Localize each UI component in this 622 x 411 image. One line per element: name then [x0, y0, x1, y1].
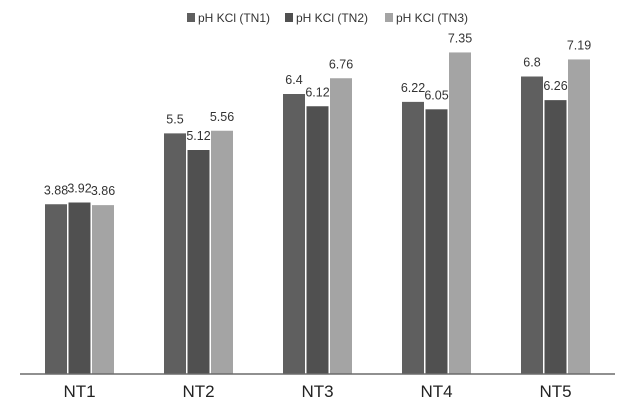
- bar-nt2-series-3: [211, 130, 233, 374]
- data-label-group: 3.88 3.92 3.865.55.125.566.46.126.766.226.…: [44, 31, 591, 198]
- data-label-nt2-series-1: 5.5: [166, 112, 183, 126]
- legend-swatch-series-2: [285, 13, 293, 22]
- bar-series-group: [45, 52, 590, 374]
- data-label-nt5-series-3: 7.19: [567, 38, 591, 52]
- data-label-nt1-series-1: 3.88: [44, 183, 68, 197]
- bar-nt4-series-3: [449, 52, 471, 374]
- x-tick-label-nt4: NT4: [420, 382, 452, 401]
- bar-nt5-series-3: [568, 59, 590, 374]
- data-label-nt5-series-1: 6.8: [523, 56, 540, 70]
- data-label-nt2-series-2: 5.12: [186, 129, 210, 143]
- data-label-nt3-series-3: 6.76: [329, 57, 353, 71]
- data-label-nt4-series-2: 6.05: [424, 88, 448, 102]
- legend-label-series-3: pH KCl (TN3): [396, 11, 468, 25]
- data-label-nt1-series-3: 3.86: [91, 184, 115, 198]
- bar-nt4-series-2: [425, 109, 448, 374]
- data-label-nt4-series-3: 7.35: [448, 31, 472, 45]
- bar-nt5-series-2: [544, 100, 567, 374]
- x-tick-label-nt1: NT1: [63, 382, 95, 401]
- x-tick-label-nt5: NT5: [539, 382, 571, 401]
- data-label-nt1-series-2: 3.92: [67, 182, 91, 196]
- data-label-nt5-series-2: 6.26: [543, 79, 567, 93]
- bar-nt3-series-3: [330, 78, 352, 374]
- data-label-nt4-series-1: 6.22: [401, 81, 425, 95]
- bar-nt1-series-3: [92, 205, 114, 374]
- legend-swatch-series-3: [385, 13, 393, 22]
- data-label-nt3-series-1: 6.4: [285, 73, 302, 87]
- bar-nt1-series-1: [45, 204, 67, 374]
- legend-swatch-series-1: [187, 13, 195, 22]
- bar-nt2-series-1: [164, 133, 186, 374]
- bar-nt5-series-1: [521, 76, 543, 374]
- x-tick-label-group: NT1 NT2 NT3 NT4 NT5: [63, 382, 571, 401]
- x-tick-label-nt2: NT2: [182, 382, 214, 401]
- data-label-nt2-series-3: 5.56: [210, 110, 234, 124]
- legend: pH KCl (TN1) pH KCl (TN2) pH KCl (TN3): [187, 11, 468, 25]
- bar-nt3-series-1: [283, 94, 305, 374]
- data-label-nt3-series-2: 6.12: [305, 85, 329, 99]
- legend-label-series-2: pH KCl (TN2): [296, 11, 368, 25]
- bar-nt4-series-1: [402, 101, 424, 374]
- bar-nt3-series-2: [306, 106, 329, 374]
- x-tick-label-nt3: NT3: [301, 382, 333, 401]
- bar-nt2-series-2: [187, 150, 210, 374]
- bar-nt1-series-2: [68, 202, 91, 374]
- legend-label-series-1: pH KCl (TN1): [198, 11, 270, 25]
